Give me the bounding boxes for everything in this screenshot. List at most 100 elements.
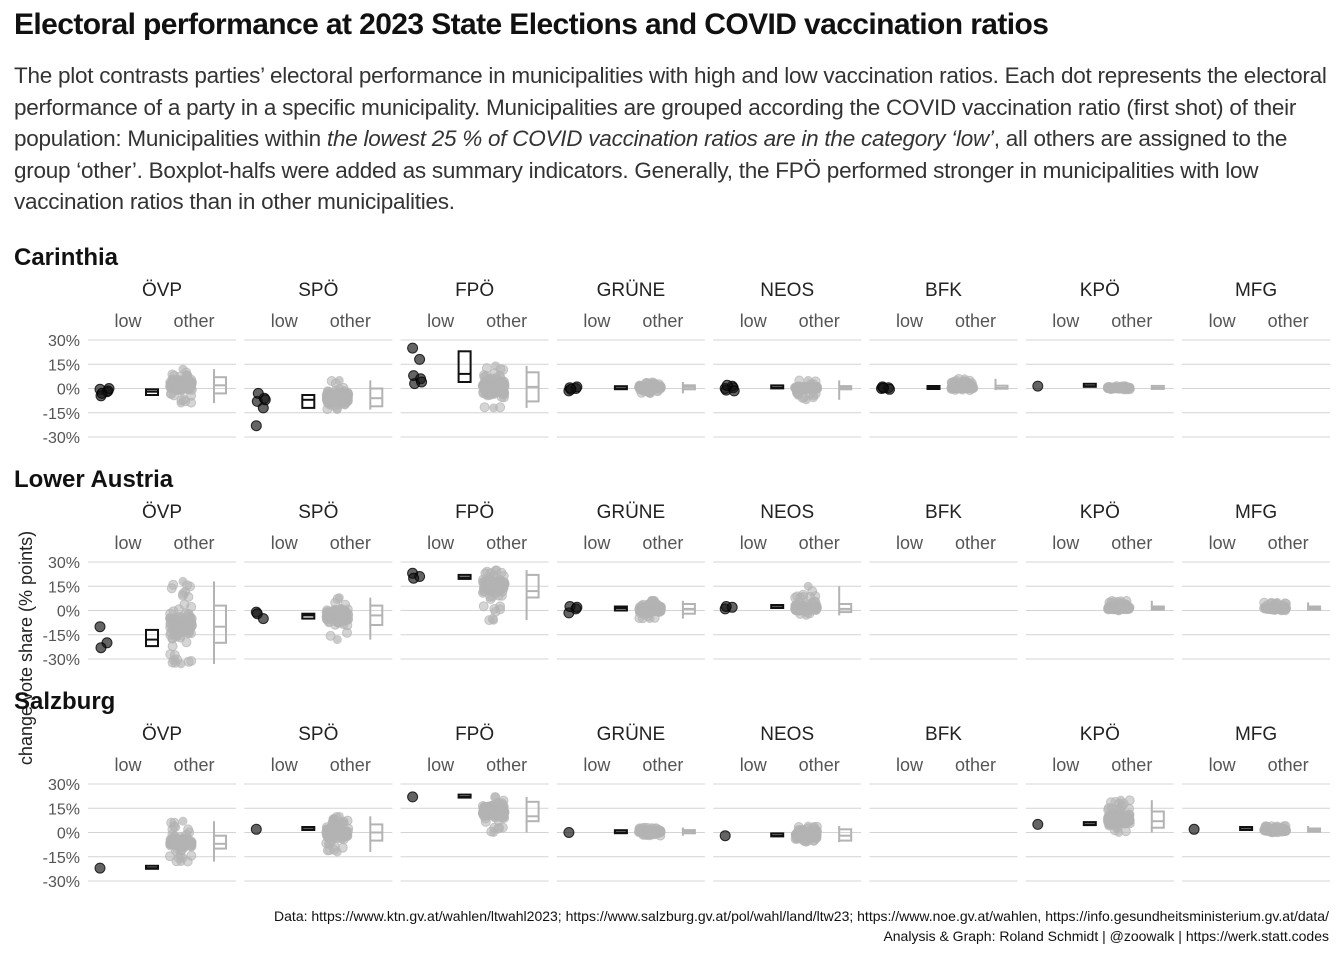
- subtitle-text-2: , all others are assigned to the group ‘…: [14, 126, 1288, 214]
- data-point-other: [178, 364, 188, 374]
- data-point-other: [803, 821, 813, 831]
- data-point-other: [1116, 795, 1126, 805]
- data-point-other: [803, 581, 813, 591]
- data-point-other: [186, 656, 197, 666]
- data-point-other: [498, 376, 509, 387]
- y-tick-label: 15%: [48, 357, 80, 374]
- boxplot-low: [145, 628, 159, 648]
- x-tick-label-other: other: [330, 311, 371, 331]
- y-tick-label: -15%: [43, 850, 80, 867]
- facet-party-label: FPÖ: [455, 724, 494, 745]
- facet-party-label: BFK: [925, 280, 962, 301]
- state-title: Salzburg: [14, 688, 115, 715]
- x-tick-label-low: low: [114, 533, 142, 553]
- x-tick-label-low: low: [740, 755, 768, 775]
- data-point-other: [167, 377, 178, 388]
- data-point-low: [259, 394, 271, 406]
- data-point-other: [1105, 602, 1116, 613]
- y-tick-label: -30%: [43, 430, 80, 447]
- data-point-low: [565, 383, 577, 395]
- data-point-other: [334, 811, 344, 821]
- data-point-low: [94, 862, 106, 874]
- boxplot-low: [457, 350, 472, 383]
- data-point-other: [489, 380, 500, 391]
- x-tick-label-low: low: [1209, 311, 1237, 331]
- x-tick-label-other: other: [642, 755, 683, 775]
- data-point-other: [960, 374, 969, 384]
- data-point-other: [487, 583, 498, 594]
- x-tick-label-other: other: [1268, 755, 1309, 775]
- facet-party-label: BFK: [925, 724, 962, 745]
- y-tick-label: 15%: [48, 579, 80, 596]
- data-point-other: [498, 364, 509, 375]
- data-point-other: [169, 390, 179, 401]
- data-point-other: [647, 823, 657, 833]
- data-point-other: [167, 657, 178, 668]
- y-tick-label: -15%: [43, 406, 80, 423]
- data-point-other: [1124, 811, 1135, 821]
- facet-party-label: NEOS: [760, 724, 814, 745]
- x-tick-label-low: low: [583, 533, 611, 553]
- data-point-other: [655, 383, 666, 394]
- y-tick-label: -30%: [43, 874, 80, 891]
- data-point-other: [810, 603, 821, 613]
- data-point-other: [1116, 381, 1126, 391]
- data-point-other: [801, 610, 811, 620]
- data-point-low: [1188, 823, 1200, 835]
- data-point-other: [653, 827, 664, 838]
- data-point-other: [478, 601, 489, 612]
- facet-party-label: MFG: [1235, 280, 1277, 301]
- data-point-other: [488, 809, 499, 820]
- x-tick-label-other: other: [955, 311, 996, 331]
- x-tick-label-low: low: [1209, 533, 1237, 553]
- facet-party-label: ÖVP: [142, 280, 182, 301]
- data-point-other: [1112, 815, 1123, 826]
- data-point-low: [571, 601, 583, 613]
- data-point-other: [321, 827, 332, 838]
- facet-party-label: FPÖ: [455, 502, 494, 523]
- facet-party-label: GRÜNE: [597, 724, 666, 745]
- data-point-other: [499, 389, 510, 400]
- boxplot-other: [213, 834, 227, 850]
- data-point-low: [252, 387, 264, 399]
- y-axis-title: change vote share (% points): [16, 531, 36, 765]
- data-point-other: [166, 817, 177, 828]
- data-point-low: [414, 353, 426, 365]
- data-point-other: [495, 579, 506, 590]
- y-tick-label: 30%: [48, 555, 80, 572]
- x-tick-label-other: other: [1268, 311, 1309, 331]
- x-tick-label-low: low: [114, 755, 142, 775]
- data-point-low: [720, 601, 732, 612]
- facet-party-label: NEOS: [760, 502, 814, 523]
- data-point-other: [326, 612, 337, 623]
- x-tick-label-other: other: [955, 755, 996, 775]
- x-tick-label-low: low: [740, 311, 768, 331]
- data-point-other: [185, 616, 196, 627]
- x-tick-label-low: low: [896, 755, 924, 775]
- x-tick-label-low: low: [114, 311, 142, 331]
- data-point-other: [482, 390, 493, 401]
- data-point-other: [796, 383, 806, 394]
- facet-party-label: FPÖ: [455, 280, 494, 301]
- facet-party-label: KPÖ: [1080, 724, 1120, 745]
- x-tick-label-other: other: [1111, 311, 1152, 331]
- data-point-other: [803, 375, 813, 385]
- data-point-low: [94, 621, 106, 633]
- y-tick-label: -15%: [43, 628, 80, 645]
- data-point-other: [645, 388, 655, 398]
- x-tick-label-other: other: [799, 533, 840, 553]
- data-point-other: [1116, 596, 1126, 606]
- chart-title: Electoral performance at 2023 State Elec…: [14, 8, 1049, 41]
- data-point-low: [719, 830, 731, 842]
- x-tick-label-other: other: [799, 311, 840, 331]
- data-point-low: [408, 572, 420, 584]
- x-tick-label-low: low: [1209, 755, 1237, 775]
- facet-party-label: BFK: [925, 502, 962, 523]
- data-point-low: [250, 823, 262, 835]
- data-point-other: [324, 394, 335, 405]
- x-tick-label-other: other: [1268, 533, 1309, 553]
- data-point-low: [407, 791, 419, 803]
- data-point-other: [791, 601, 802, 612]
- data-point-low: [416, 376, 428, 388]
